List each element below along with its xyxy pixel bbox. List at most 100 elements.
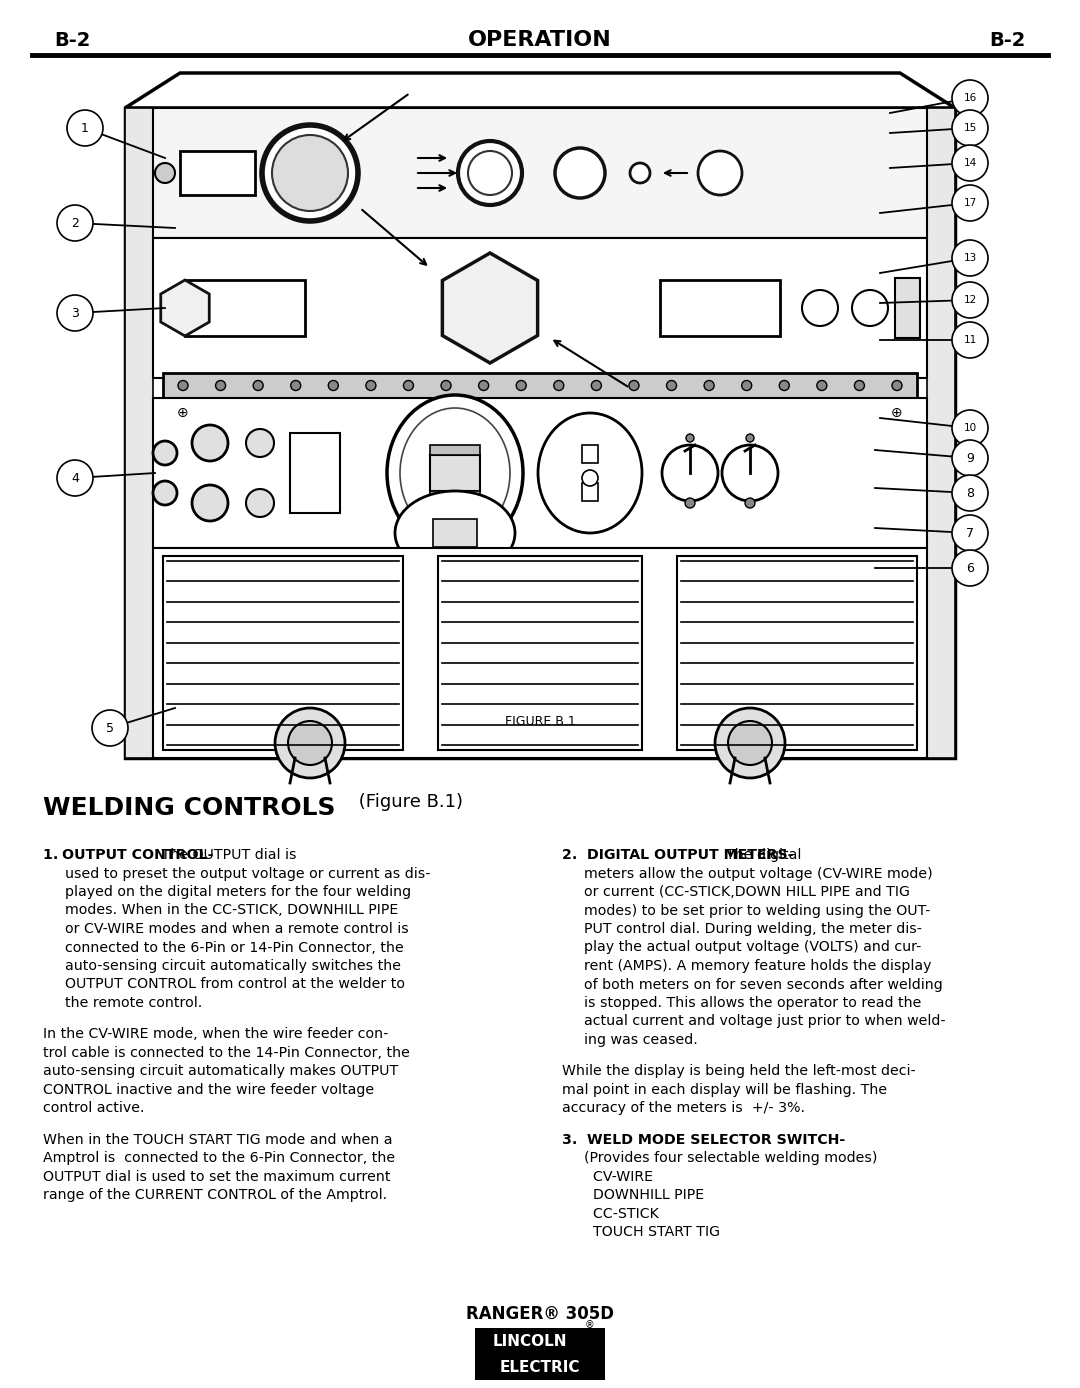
Text: In the CV-WIRE mode, when the wire feeder con-: In the CV-WIRE mode, when the wire feede… [43, 1027, 389, 1041]
Ellipse shape [395, 491, 515, 575]
Bar [153, 548, 927, 758]
Circle shape [592, 380, 602, 390]
Polygon shape [443, 253, 538, 364]
Bar [677, 557, 917, 750]
Circle shape [253, 380, 264, 390]
Circle shape [478, 380, 488, 390]
Text: 2.: 2. [562, 848, 586, 862]
Text: ing was ceased.: ing was ceased. [583, 1033, 698, 1047]
Circle shape [951, 322, 988, 358]
Bar [438, 557, 642, 750]
Circle shape [156, 162, 175, 183]
Text: play the actual output voltage (VOLTS) and cur-: play the actual output voltage (VOLTS) a… [583, 941, 921, 955]
Bar [153, 237, 927, 378]
Text: LINCOLN: LINCOLN [492, 1334, 567, 1349]
Text: While the display is being held the left-most deci-: While the display is being held the left… [562, 1065, 916, 1078]
Bar [153, 398, 927, 548]
Text: OUTPUT dial is used to set the maximum current: OUTPUT dial is used to set the maximum c… [43, 1170, 391, 1184]
Circle shape [555, 149, 605, 198]
Text: connected to the 6-Pin or 14-Pin Connector, the: connected to the 6-Pin or 14-Pin Connect… [65, 941, 404, 955]
Text: 4: 4 [71, 472, 79, 484]
Circle shape [704, 380, 714, 390]
Circle shape [746, 434, 754, 441]
Bar [582, 446, 598, 464]
Text: 8: 8 [966, 487, 974, 500]
Text: rent (AMPS). A memory feature holds the display: rent (AMPS). A memory feature holds the … [583, 959, 931, 973]
Circle shape [728, 720, 772, 765]
Circle shape [57, 296, 93, 330]
Circle shape [698, 151, 742, 194]
Text: OUTPUT CONTROL-: OUTPUT CONTROL- [63, 848, 214, 862]
Circle shape [951, 475, 988, 511]
Polygon shape [161, 280, 210, 336]
Text: accuracy of the meters is  +/- 3%.: accuracy of the meters is +/- 3%. [562, 1102, 805, 1116]
Text: CC-STICK: CC-STICK [583, 1208, 659, 1221]
Bar [660, 280, 780, 336]
Text: 13: 13 [963, 253, 976, 262]
Circle shape [441, 380, 451, 390]
Text: ELECTRIC: ELECTRIC [500, 1359, 580, 1374]
Text: 15: 15 [963, 124, 976, 133]
Circle shape [951, 550, 988, 586]
Circle shape [178, 380, 188, 390]
Text: 16: 16 [963, 93, 976, 103]
Text: The OUTPUT dial is: The OUTPUT dial is [157, 848, 297, 862]
Text: WELDING CONTROLS: WELDING CONTROLS [43, 795, 336, 820]
Text: or CV-WIRE modes and when a remote control is: or CV-WIRE modes and when a remote contr… [65, 922, 409, 936]
Text: B-2: B-2 [989, 31, 1026, 50]
Circle shape [629, 380, 639, 390]
Circle shape [192, 484, 228, 520]
Text: (Provides four selectable welding modes): (Provides four selectable welding modes) [583, 1152, 877, 1166]
Text: 10: 10 [963, 423, 976, 433]
Text: ⊕: ⊕ [891, 407, 903, 421]
Bar [895, 278, 920, 339]
Circle shape [630, 162, 650, 183]
Circle shape [854, 380, 864, 390]
Circle shape [153, 441, 177, 465]
Circle shape [951, 409, 988, 446]
Text: 1: 1 [81, 122, 89, 135]
Circle shape [288, 720, 332, 765]
Ellipse shape [387, 396, 523, 551]
Text: 3: 3 [71, 307, 79, 319]
Bar [430, 491, 480, 501]
Circle shape [951, 110, 988, 146]
Ellipse shape [538, 414, 642, 533]
Text: the remote control.: the remote control. [65, 997, 202, 1010]
Text: 11: 11 [963, 335, 976, 346]
Text: OUTPUT CONTROL from control at the welder to: OUTPUT CONTROL from control at the welde… [65, 977, 405, 991]
Text: (Figure B.1): (Figure B.1) [353, 793, 463, 811]
Text: DOWNHILL PIPE: DOWNHILL PIPE [583, 1188, 704, 1202]
Circle shape [458, 142, 522, 205]
Circle shape [272, 135, 348, 211]
Circle shape [951, 515, 988, 551]
Text: ®: ® [585, 1320, 595, 1330]
Circle shape [745, 498, 755, 508]
Text: PUT control dial. During welding, the meter dis-: PUT control dial. During welding, the me… [583, 922, 921, 936]
Text: played on the digital meters for the four welding: played on the digital meters for the fou… [65, 886, 411, 899]
Circle shape [951, 185, 988, 221]
Circle shape [951, 240, 988, 276]
Circle shape [262, 125, 357, 221]
Text: The digital: The digital [726, 848, 801, 862]
Text: of both meters on for seven seconds after welding: of both meters on for seven seconds afte… [583, 977, 943, 991]
Circle shape [291, 380, 300, 390]
Bar [185, 280, 305, 336]
Text: mal point in each display will be flashing. The: mal point in each display will be flashi… [562, 1083, 887, 1097]
Text: trol cable is connected to the 14-Pin Connector, the: trol cable is connected to the 14-Pin Co… [43, 1047, 410, 1060]
Bar [180, 151, 255, 194]
Text: 1.: 1. [43, 848, 64, 862]
Text: actual current and voltage just prior to when weld-: actual current and voltage just prior to… [583, 1015, 945, 1029]
Text: range of the CURRENT CONTROL of the Amptrol.: range of the CURRENT CONTROL of the Ampt… [43, 1188, 388, 1202]
Circle shape [366, 380, 376, 390]
Circle shape [715, 708, 785, 779]
Text: WELD MODE SELECTOR SWITCH-: WELD MODE SELECTOR SWITCH- [586, 1133, 846, 1146]
Circle shape [802, 290, 838, 326]
Text: When in the TOUCH START TIG mode and when a: When in the TOUCH START TIG mode and whe… [43, 1133, 393, 1146]
Text: meters allow the output voltage (CV-WIRE mode): meters allow the output voltage (CV-WIRE… [583, 866, 932, 880]
Text: auto-sensing circuit automatically makes OUTPUT: auto-sensing circuit automatically makes… [43, 1065, 399, 1078]
Bar [163, 557, 403, 750]
Text: 5: 5 [106, 722, 114, 734]
Text: 17: 17 [963, 198, 976, 208]
Bar [582, 483, 598, 501]
